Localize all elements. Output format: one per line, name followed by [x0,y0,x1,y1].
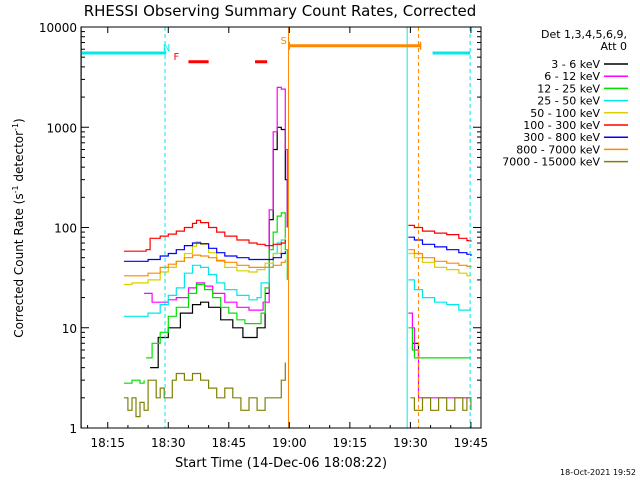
plot-area: NF S [81,27,472,428]
series-line-3-segment-1 [408,279,471,311]
y-axis-label-part-1: Corrected Count Rate (s [12,193,26,337]
series-line-6-segment-1 [408,236,472,256]
series-line-7-segment-1 [408,249,472,268]
series-layer [123,86,472,418]
y-axis-label-part-2: -1 [11,185,20,193]
x-axis: 18:15 18:30 18:45 19:00 19:15 19:30 19:45 [87,27,489,450]
series-line-8-segment-0 [123,362,286,418]
series-line-1-segment-1 [408,312,471,399]
y-axis-label-part-5: ) [12,118,26,123]
annotation-layer: NF S [81,27,471,428]
y-axis: 1 10 100 1000 10000 [39,21,481,436]
series-line-1-segment-0 [144,86,288,311]
y-axis-label-part-4: -1 [11,123,20,131]
legend-label-5: 100 - 300 keV [523,119,600,132]
annotation-label-2: F [173,52,179,63]
annotation-label-3: S [281,36,287,47]
legend-label-4: 50 - 100 keV [530,107,600,120]
y-tick-label-0: 1 [69,422,77,436]
series-line-8-segment-1 [410,397,472,411]
legend-label-3: 25 - 50 keV [537,95,600,108]
series-line-2-segment-0 [123,379,145,384]
series-line-4-segment-1 [408,252,471,277]
legend-label-6: 300 - 800 keV [523,131,600,144]
series-line-3-segment-0 [123,239,286,317]
x-axis-label: Start Time (14-Dec-06 18:08:22) [175,456,387,471]
x-tick-label-1: 18:30 [151,436,186,450]
series-line-5-segment-0 [123,219,286,252]
legend-label-2: 12 - 25 keV [537,82,600,95]
x-tick-label-0: 18:15 [90,436,125,450]
legend-header-1: Det 1,3,4,5,6,9, [541,28,627,41]
series-line-5-segment-1 [408,224,472,242]
chart-title: RHESSI Observing Summary Count Rates, Co… [84,2,477,20]
legend-label-1: 6 - 12 keV [544,70,600,83]
y-tick-label-1: 10 [62,322,77,336]
x-tick-label-2: 18:45 [212,436,247,450]
series-line-0-segment-0 [150,126,288,369]
x-tick-label-3: 19:00 [272,436,307,450]
series-line-2-segment-2 [408,327,471,359]
y-axis-label-part-3: detector [12,131,26,186]
series-line-6-segment-0 [123,242,286,262]
y-axis-label: Corrected Count Rate (s-1 detector-1) [11,118,26,337]
y-tick-label-4: 10000 [39,21,77,35]
x-tick-label-4: 19:15 [333,436,368,450]
legend-label-0: 3 - 6 keV [551,58,600,71]
annotation-label-0: N [163,43,170,54]
series-line-2-segment-1 [146,212,288,359]
legend-label-7: 800 - 7000 keV [516,143,600,156]
x-tick-label-6: 19:45 [454,436,489,450]
series-line-7-segment-0 [123,254,286,277]
footer-timestamp: 18-Oct-2021 19:52 [560,468,636,477]
y-tick-label-2: 100 [54,222,77,236]
x-tick-label-5: 19:30 [393,436,428,450]
legend-label-8: 7000 - 15000 keV [502,156,600,169]
y-tick-label-3: 1000 [46,121,77,135]
legend-header-2: Att 0 [601,40,627,53]
